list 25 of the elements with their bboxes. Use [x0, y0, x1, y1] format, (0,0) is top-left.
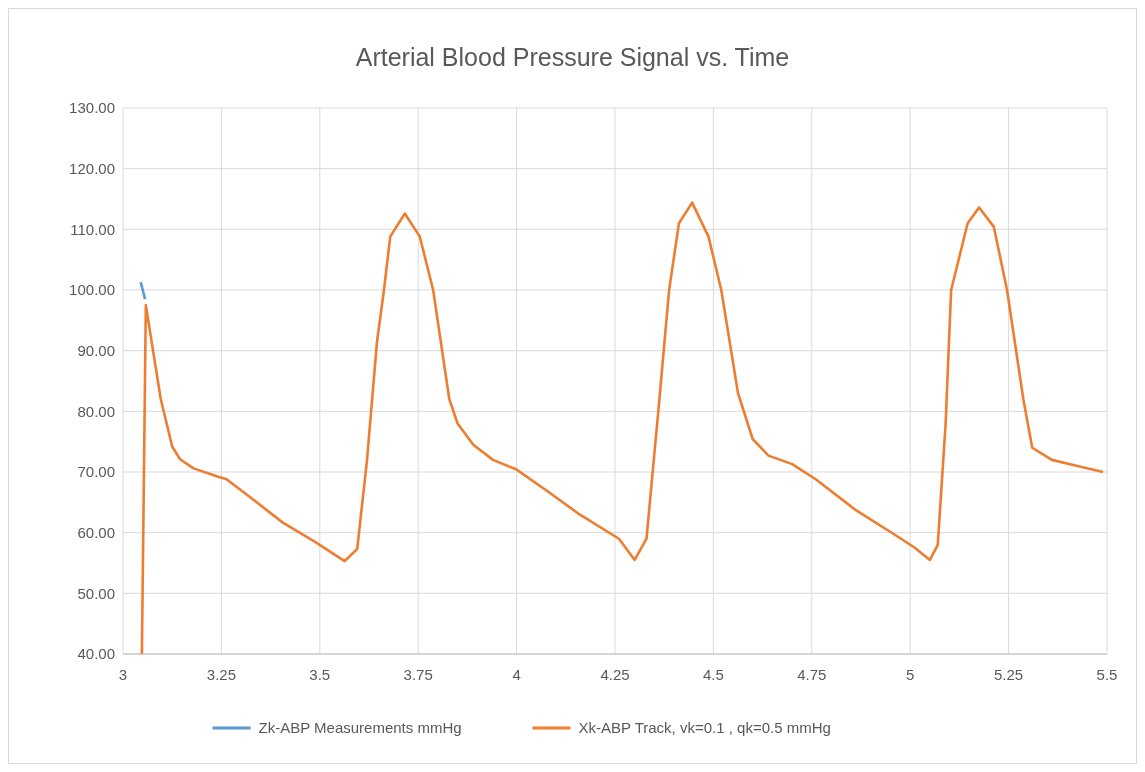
x-tick-label: 3.75	[403, 666, 433, 683]
y-tick-label: 70.00	[77, 463, 115, 481]
x-tick-label: 5.25	[994, 666, 1024, 683]
y-tick-label: 60.00	[77, 523, 115, 541]
x-tick-label: 3	[118, 666, 128, 683]
x-tick-label: 4.5	[702, 666, 724, 683]
y-tick-label: 80.00	[77, 402, 115, 420]
x-tick-label: 5	[906, 666, 915, 683]
legend-label: Zk-ABP Measurements mmHg	[258, 719, 462, 737]
y-tick-label: 50.00	[77, 584, 115, 602]
legend-label: Xk-ABP Track, vk=0.1 , qk=0.5 mmHg	[578, 719, 831, 737]
y-tick-label: 120.00	[69, 159, 115, 177]
y-tick-label: 100.00	[69, 281, 115, 299]
y-tick-label: 40.00	[77, 645, 115, 663]
line-series	[140, 201, 1105, 656]
x-tick-label: 4	[512, 666, 521, 683]
y-tick-label: 110.00	[70, 220, 115, 238]
x-tick-label: 3.25	[206, 666, 236, 683]
y-tick-label: 90.00	[77, 341, 115, 359]
x-tick-label: 4.25	[600, 666, 630, 683]
x-tick-label: 4.75	[797, 666, 827, 683]
chart-title: Arterial Blood Pressure Signal vs. Time	[355, 43, 790, 71]
y-tick-label: 130.00	[69, 99, 115, 117]
x-tick-label: 5.5	[1096, 666, 1118, 683]
x-tick-label: 3.5	[309, 666, 331, 683]
